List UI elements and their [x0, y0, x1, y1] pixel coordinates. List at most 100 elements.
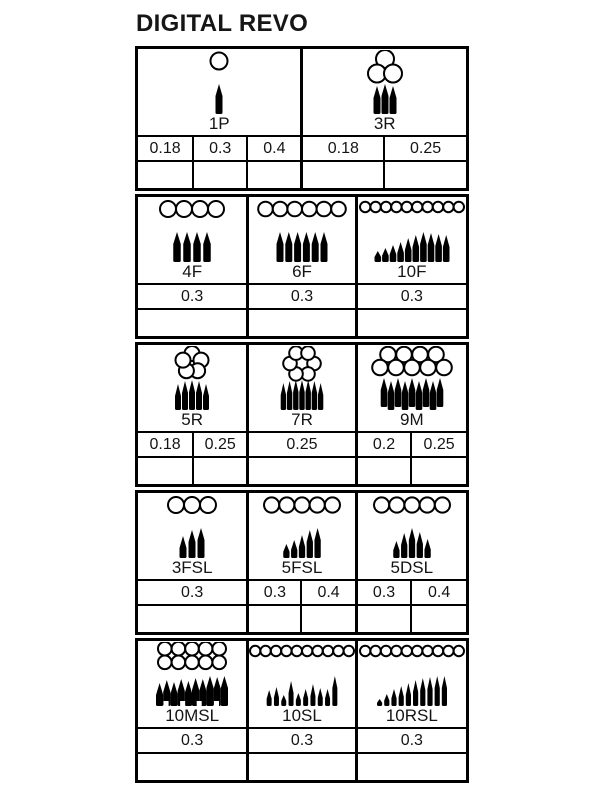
empty-cell: [354, 754, 466, 780]
size-row: 0.3 0.3 0.4 0.3 0.4: [138, 579, 466, 604]
10f-needle-config-icon: [358, 200, 465, 262]
size-value: 0.18: [149, 139, 181, 157]
config-label: 1P: [208, 114, 230, 133]
config-cell-5r: 5R: [138, 345, 246, 431]
size-value: 0.3: [181, 287, 204, 305]
needle-group: [173, 232, 211, 262]
size-value: 0.25: [383, 137, 466, 160]
config-cell-4f: 4F: [138, 197, 246, 283]
config-label: 9M: [400, 410, 424, 429]
empty-cell: [246, 606, 300, 632]
circle-group: [366, 50, 403, 84]
config-label: 5DSL: [390, 558, 434, 577]
circle-group: [167, 496, 218, 514]
circle-group: [372, 496, 451, 514]
config-block-1: 1P 3R 0.18 0.3 0.4 0.18 0.25: [135, 46, 469, 191]
empty-cell: [138, 606, 246, 632]
config-cell-10sl: 10SL: [246, 641, 356, 727]
10msl-needle-config-icon: [156, 642, 229, 707]
needle-group: [283, 528, 321, 558]
size-value: 0.3: [354, 729, 466, 752]
circle-group: [371, 346, 453, 377]
circle-group: [358, 200, 465, 214]
config-label: 10MSL: [165, 706, 220, 725]
empty-cell: [246, 162, 300, 188]
circle-group: [358, 644, 465, 658]
size-value: 0.3: [246, 581, 300, 604]
empty-row: [138, 752, 466, 780]
7r-needle-config-icon: [280, 346, 324, 410]
empty-cell: [410, 458, 466, 484]
1p-needle-config-icon: [209, 51, 229, 114]
empty-cell: [138, 754, 246, 780]
empty-cell: [300, 162, 383, 188]
config-block-3: 5R 7R 9M 0.18 0.25 0.25 0.2 0.25: [135, 342, 469, 487]
icon-row: 4F 6F 10F: [138, 197, 466, 283]
empty-cell: [383, 162, 466, 188]
config-cell-10msl: 10MSL: [138, 641, 246, 727]
icon-row: 3FSL 5FSL 5DSL: [138, 493, 466, 579]
3r-needle-config-icon: [366, 50, 403, 114]
config-cell-3fsl: 3FSL: [138, 493, 246, 579]
config-block-2: 4F 6F 10F 0.3 0.3 0.3: [135, 194, 469, 339]
config-label: 3R: [373, 114, 396, 133]
empty-cell: [246, 310, 354, 336]
empty-cell: [354, 310, 466, 336]
cartridge-table: 1P 3R 0.18 0.3 0.4 0.18 0.25 4F 6F 10F 0.3 0.3 0.3 5R…: [135, 46, 469, 783]
size-value: 0.4: [300, 581, 354, 604]
size-value: 0.3: [192, 137, 246, 160]
circle-group: [263, 496, 342, 514]
circle-group: [209, 51, 229, 71]
config-cell-1p: 1P: [138, 49, 300, 135]
empty-cell: [354, 606, 411, 632]
config-label: 5R: [181, 410, 204, 429]
empty-row: [138, 456, 466, 484]
circle-group: [249, 644, 356, 658]
5dsl-needle-config-icon: [372, 496, 451, 558]
size-row: 0.18 0.3 0.4 0.18 0.25: [138, 135, 466, 160]
10sl-needle-config-icon: [249, 644, 356, 706]
size-value: 0.4: [410, 581, 466, 604]
config-cell-10rsl: 10RSL: [354, 641, 466, 727]
config-label: 7R: [291, 410, 313, 429]
config-label: 5FSL: [281, 558, 323, 577]
6f-needle-config-icon: [257, 200, 347, 262]
needle-group: [380, 378, 444, 410]
size-value: 0.25: [410, 433, 466, 456]
icon-row: 10MSL 10SL 10RSL: [138, 641, 466, 727]
size-row: 0.3 0.3 0.3: [138, 283, 466, 308]
needle-group: [179, 528, 205, 558]
icon-row: 1P 3R: [138, 49, 466, 135]
size-value: 0.3: [181, 583, 204, 601]
size-value: 0.3: [354, 285, 466, 308]
empty-cell: [246, 458, 354, 484]
empty-cell: [192, 458, 246, 484]
5fsl-needle-config-icon: [263, 496, 342, 558]
3fsl-needle-config-icon: [167, 496, 218, 558]
empty-row: [138, 160, 466, 188]
empty-cell: [138, 310, 246, 336]
needle-group: [156, 676, 229, 707]
size-row: 0.18 0.25 0.25 0.2 0.25: [138, 431, 466, 456]
config-cell-5fsl: 5FSL: [246, 493, 354, 579]
config-cell-7r: 7R: [246, 345, 354, 431]
needle-group: [393, 528, 431, 558]
config-block-5: 10MSL 10SL 10RSL 0.3 0.3 0.3: [135, 638, 469, 783]
page-title: DIGITAL REVO: [136, 10, 309, 37]
config-cell-9m: 9M: [354, 345, 466, 431]
circle-group: [282, 346, 322, 382]
size-value: 0.4: [246, 137, 300, 160]
empty-cell: [410, 606, 466, 632]
config-label: 10RSL: [385, 706, 438, 725]
size-value: 0.3: [246, 285, 354, 308]
10rsl-needle-config-icon: [358, 644, 465, 706]
needle-group: [215, 84, 223, 114]
5r-needle-config-icon: [174, 346, 210, 410]
9m-needle-config-icon: [371, 346, 453, 410]
circle-group: [159, 200, 226, 218]
size-value: 0.25: [246, 433, 354, 456]
circle-group: [157, 642, 228, 671]
needle-group: [373, 84, 397, 114]
needle-group: [175, 380, 210, 410]
size-value: 0.2: [354, 433, 411, 456]
